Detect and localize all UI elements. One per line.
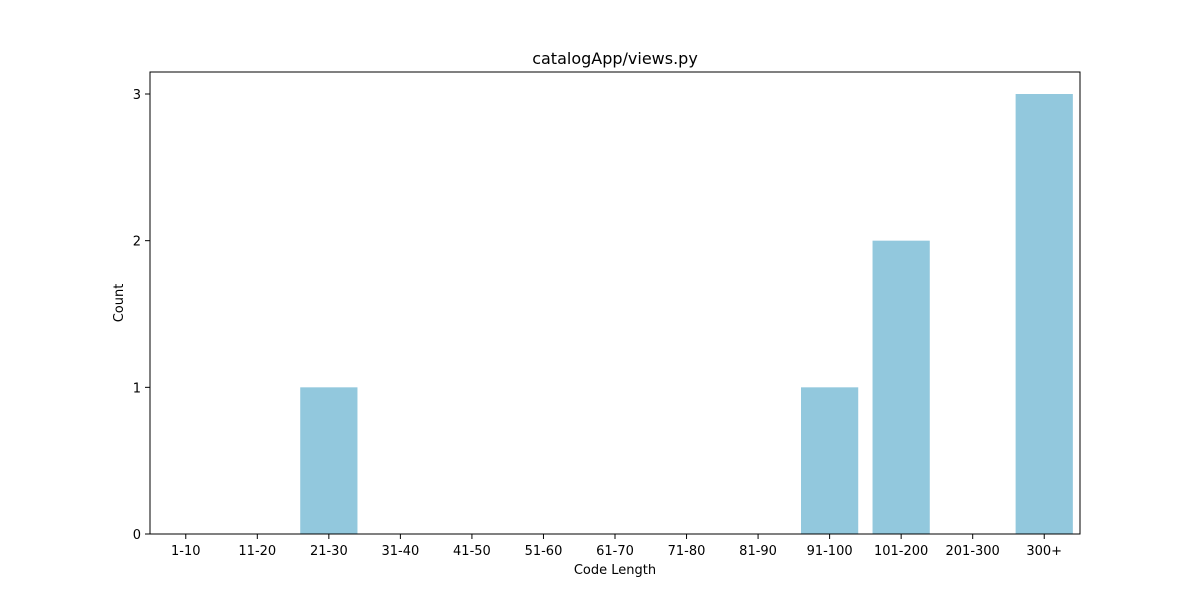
x-tick-label: 81-90 — [739, 544, 777, 559]
x-tick-label: 41-50 — [453, 544, 491, 559]
chart-title: catalogApp/views.py — [532, 49, 698, 68]
bars-group — [300, 94, 1073, 534]
bar-91-100 — [801, 387, 859, 534]
x-tick-label: 201-300 — [946, 544, 1000, 559]
y-axis-label: Count — [112, 284, 127, 323]
y-tick-label: 0 — [133, 528, 141, 543]
x-tick-label: 61-70 — [596, 544, 634, 559]
y-tick-label: 2 — [133, 235, 141, 250]
x-tick-label: 300+ — [1026, 544, 1062, 559]
x-axis-label: Code Length — [574, 563, 656, 578]
x-tick-label: 11-20 — [238, 544, 276, 559]
y-tick-label: 3 — [133, 88, 141, 103]
x-tick-label: 101-200 — [874, 544, 928, 559]
x-tick-label: 51-60 — [525, 544, 563, 559]
y-axis: 0 1 2 3 — [133, 88, 150, 543]
y-tick-label: 1 — [133, 381, 141, 396]
x-tick-label: 21-30 — [310, 544, 348, 559]
x-tick-label: 1-10 — [171, 544, 201, 559]
x-tick-label: 71-80 — [668, 544, 706, 559]
x-tick-label: 91-100 — [807, 544, 853, 559]
bar-300+ — [1015, 94, 1073, 534]
plot-frame — [149, 71, 1081, 535]
bar-21-30 — [300, 387, 358, 534]
x-tick-label: 31-40 — [381, 544, 419, 559]
x-axis: 1-10 11-20 21-30 31-40 41-50 51-60 61-70 71-80 8… — [171, 534, 1062, 559]
bar-101-200 — [872, 240, 930, 534]
